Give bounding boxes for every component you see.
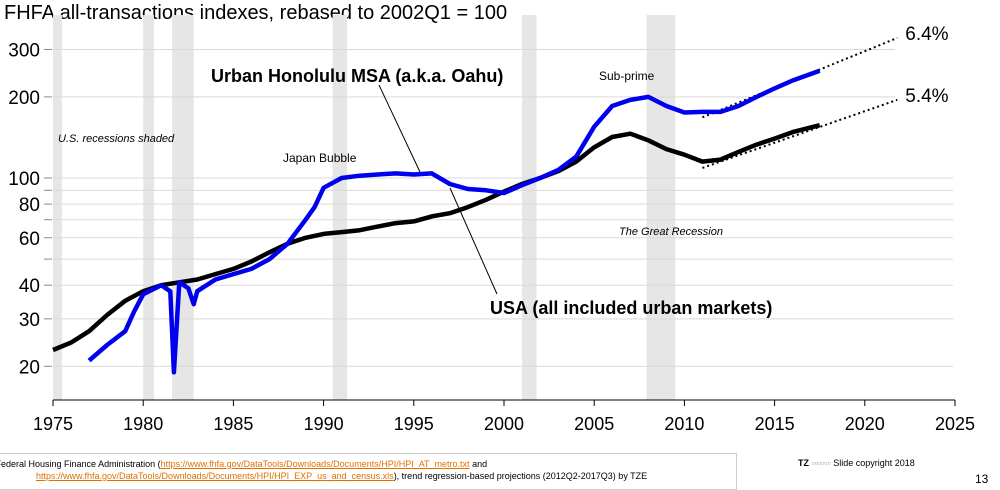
logo: TZ (798, 458, 809, 468)
recession-band (522, 15, 537, 400)
source-link-1[interactable]: https://www.fhfa.gov/DataTools/Downloads… (160, 459, 470, 469)
x-tick-label: 1985 (213, 414, 253, 434)
x-tick-label: 2015 (755, 414, 795, 434)
annotation: Japan Bubble (283, 151, 357, 165)
leader-line (449, 187, 498, 295)
recession-band (332, 15, 348, 400)
y-tick-label: 40 (19, 276, 40, 297)
y-tick-label: 60 (19, 229, 40, 250)
x-tick-label: 2020 (845, 414, 885, 434)
x-tick-label: 1975 (33, 414, 73, 434)
copyright-text: Slide copyright 2018 (833, 458, 915, 468)
source-text: and (469, 459, 488, 469)
recession-band (143, 15, 155, 400)
copyright: TZ ▫▫▫▫▫▫ Slide copyright 2018 (798, 458, 915, 468)
annotation: U.S. recessions shaded (58, 133, 175, 145)
page-number: 13 (975, 472, 989, 486)
source-text: rce: Federal Housing Finance Administrat… (0, 459, 161, 469)
y-tick-label: 20 (19, 357, 40, 378)
chart: 20 30 40 60 80 100 200 300 1975 1980 1985 1990 1995 2… (8, 15, 975, 434)
series-label: Urban Honolulu MSA (a.k.a. Oahu) (211, 66, 503, 86)
y-tick-label: 80 (19, 195, 40, 216)
y-tick-label: 30 (19, 310, 40, 331)
x-tick-label: 2025 (935, 414, 975, 434)
y-tick-label: 200 (8, 88, 40, 109)
series-line (87, 68, 821, 375)
source-note: rce: Federal Housing Finance Administrat… (0, 458, 718, 482)
recession-band (53, 15, 63, 400)
trend-label: 5.4% (905, 86, 948, 107)
annotation: Sub-prime (599, 69, 655, 83)
y-tick-label: 100 (8, 169, 40, 190)
x-tick-label: 2010 (664, 414, 704, 434)
series-label: USA (all included urban markets) (490, 298, 772, 318)
x-tick-label: 1995 (394, 414, 434, 434)
x-tick-label: 1980 (123, 414, 163, 434)
source-link-2[interactable]: https://www.fhfa.gov/DataTools/Downloads… (36, 471, 394, 481)
source-text: ), trend regression-based projections (2… (393, 471, 648, 481)
x-tick-label: 1990 (304, 414, 344, 434)
annotation: The Great Recession (619, 226, 723, 238)
x-tick-label: 2005 (574, 414, 614, 434)
y-tick-label: 300 (8, 40, 40, 61)
chart-title: FHFA all-transactions indexes, rebased t… (4, 2, 508, 24)
trend-line (702, 98, 898, 169)
recession-band (646, 15, 676, 400)
x-tick-label: 2000 (484, 414, 524, 434)
trend-label: 6.4% (905, 24, 948, 45)
leader-line (378, 84, 421, 173)
